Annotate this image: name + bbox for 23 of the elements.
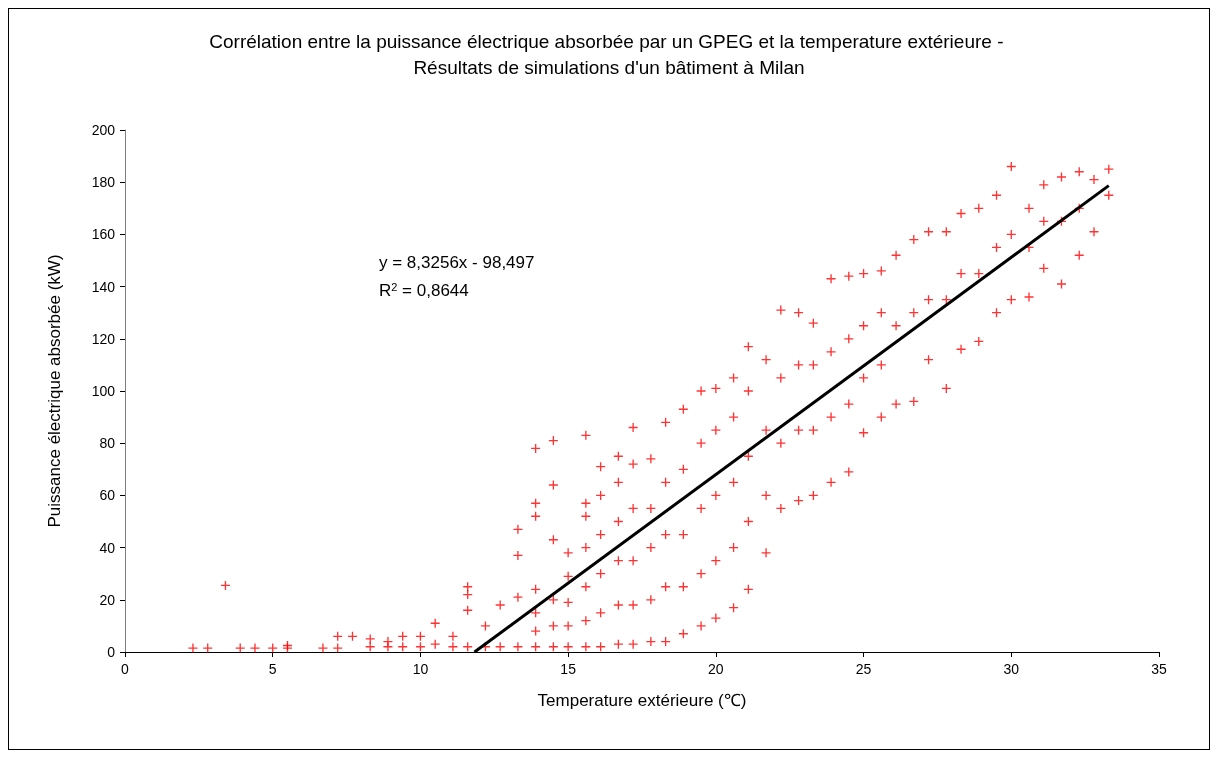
y-tick-label: 80	[99, 435, 116, 452]
annotation: y = 8,3256x - 98,497	[379, 253, 535, 272]
y-tick-label: 60	[99, 487, 116, 504]
x-tick-label: 10	[412, 661, 429, 677]
x-tick-label: 35	[1151, 661, 1167, 677]
y-tick-label: 180	[91, 174, 116, 191]
x-tick-label: 0	[121, 661, 130, 677]
x-tick-label: 20	[708, 661, 724, 677]
y-tick-label: 160	[91, 226, 116, 243]
chart-title: Corrélation entre la puissance électrique absorbée par un GPEG et la temperature extérieure - Résultats de simulations d'un bâtiment à Milan	[209, 30, 1009, 78]
x-axis-title: Temperature extérieure (℃)	[537, 691, 747, 710]
y-axis-title: Puissance électrique absorbée (kW)	[45, 254, 64, 528]
y-tick-label: 20	[99, 591, 116, 608]
y-tick-label: 200	[91, 122, 116, 138]
x-tick-label: 15	[560, 661, 577, 677]
x-tick-label: 25	[855, 661, 872, 677]
y-tick-label: 100	[91, 383, 116, 399]
y-tick-label: 120	[91, 330, 116, 347]
y-tick-label: 0	[107, 644, 116, 660]
y-tick-label: 40	[99, 539, 116, 556]
x-tick-label: 5	[268, 661, 277, 677]
x-tick-label: 30	[1003, 661, 1020, 677]
y-tick-label: 140	[91, 278, 116, 295]
